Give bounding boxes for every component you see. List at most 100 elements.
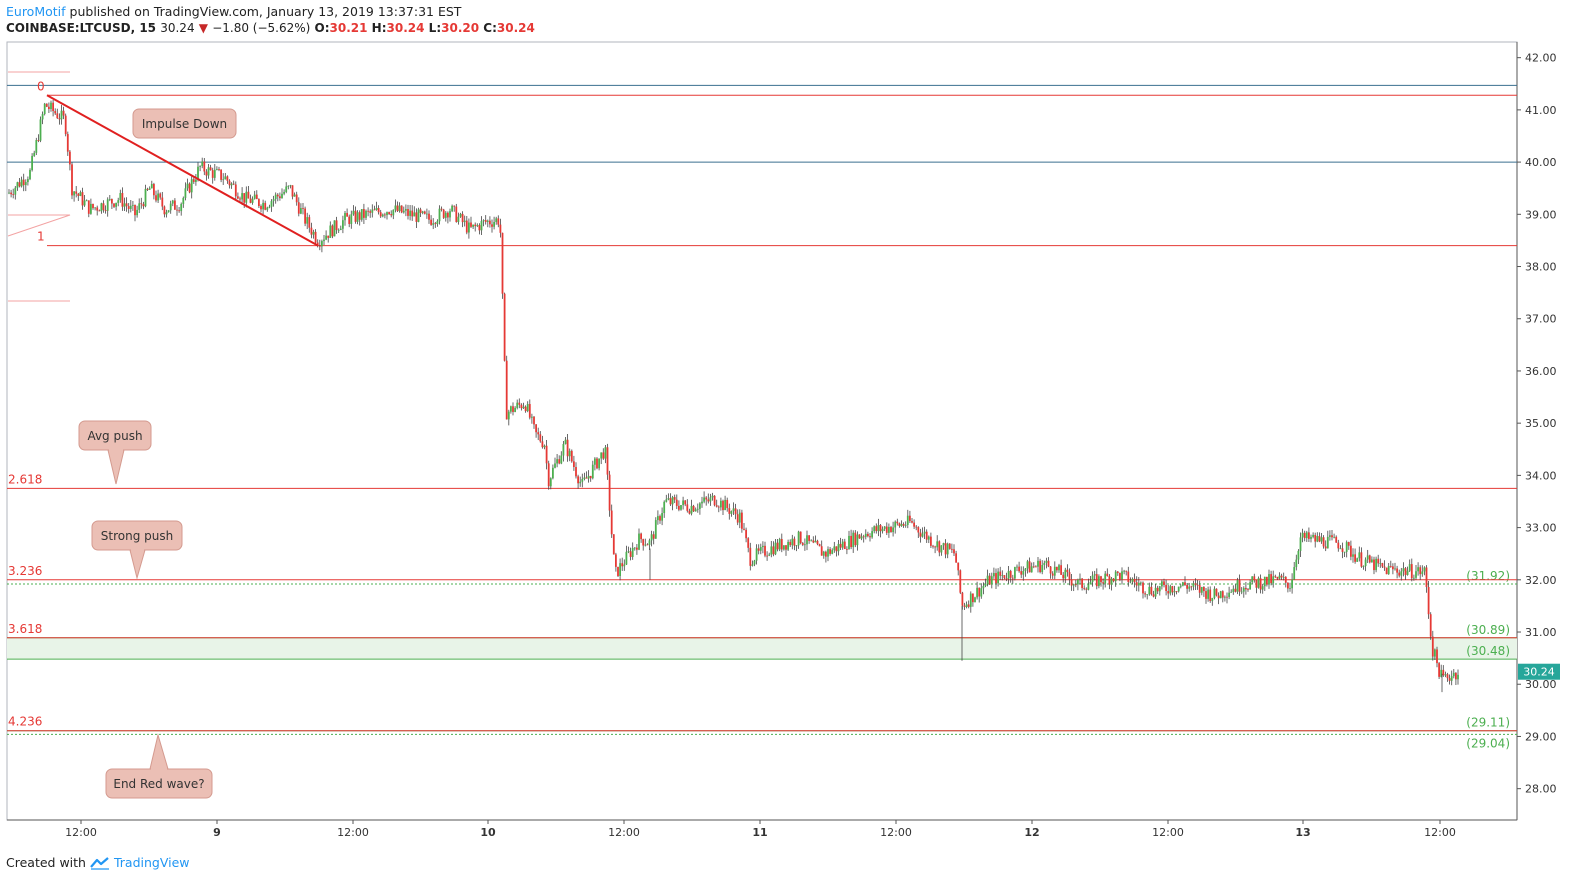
candle-body [783, 545, 785, 550]
candle-body [953, 549, 955, 554]
candle-body [1287, 582, 1289, 589]
candle-body [390, 214, 393, 216]
candle-body [384, 214, 386, 216]
candle-body [346, 212, 348, 217]
candle-body [1383, 566, 1386, 568]
candle-body [1083, 587, 1086, 589]
candle-body [73, 191, 75, 196]
candle-body [948, 543, 951, 549]
candle-body [1339, 548, 1342, 550]
candle-body [1102, 582, 1104, 584]
candle-body [780, 539, 783, 550]
candle-body [806, 535, 808, 545]
candle-body [266, 207, 269, 210]
candle-body [804, 544, 806, 546]
candle-body [1150, 586, 1153, 595]
candle-body [894, 521, 897, 528]
candle-body [1024, 568, 1027, 571]
candle-body [430, 219, 432, 225]
candle-body [1125, 570, 1128, 572]
candle-body [713, 495, 716, 506]
candle-body [29, 170, 31, 180]
candle-body [1366, 555, 1369, 560]
candle-body [249, 198, 252, 203]
candle-body [741, 512, 743, 529]
candle-body [772, 546, 775, 555]
candle-body [1251, 576, 1254, 583]
candle-body [258, 199, 260, 206]
candle-body [444, 212, 447, 218]
candle-body [1446, 674, 1449, 679]
candle-body [898, 523, 901, 527]
candle-body [58, 118, 61, 120]
candle-body [1442, 669, 1445, 676]
candle-body [848, 535, 850, 550]
candle-body [686, 504, 689, 511]
candle-body [268, 206, 271, 208]
candle-body [333, 220, 336, 237]
candle-body [92, 203, 94, 209]
candle-body [549, 478, 552, 487]
author-name[interactable]: EuroMotif [6, 4, 66, 19]
candle-body [184, 188, 187, 198]
candle-body [405, 209, 407, 211]
candle-body [1400, 571, 1403, 576]
candle-body [69, 151, 71, 165]
candle-body [965, 604, 968, 607]
tradingview-logo-icon[interactable] [90, 856, 110, 870]
candle-body [969, 593, 972, 607]
candle-body [1108, 576, 1111, 585]
candle-body [789, 541, 792, 546]
candle-body [1308, 532, 1310, 539]
candle-body [951, 548, 953, 550]
candle-body [1352, 554, 1354, 557]
candle-body [696, 508, 699, 510]
candle-body [533, 416, 535, 425]
candle-body [438, 208, 441, 222]
candle-body [1003, 575, 1006, 579]
candle-body [20, 179, 23, 187]
candle-body [394, 205, 397, 210]
candle-body [715, 505, 718, 507]
candle-body [890, 526, 892, 533]
candle-body [381, 214, 384, 217]
price-tick-label: 36.00 [1525, 365, 1557, 378]
candle-body [1278, 575, 1281, 579]
candle-body [911, 521, 913, 523]
candle-body [961, 592, 964, 606]
low-label: L: [428, 21, 442, 35]
candle-body [176, 209, 178, 211]
candle-body [222, 179, 225, 181]
tradingview-brand[interactable]: TradingView [113, 855, 190, 870]
candle-body [936, 541, 939, 548]
candle-body [1242, 587, 1245, 592]
candle-body [216, 169, 218, 170]
candle-body [1152, 594, 1155, 597]
price-chart[interactable]: 42.00 41.00 40.00 39.00 38.00 37.00 36.00 35.00… [0, 0, 1588, 850]
candle-body [1215, 588, 1218, 596]
candle-body [1305, 532, 1308, 539]
candle-body [875, 526, 878, 532]
candle-body [329, 225, 332, 238]
candle-body [852, 532, 855, 548]
candle-body [636, 547, 638, 550]
candle-body [701, 501, 703, 504]
candle-body [209, 167, 212, 171]
candle-body [297, 202, 300, 214]
candle-body [1293, 567, 1296, 580]
candle-body [1318, 536, 1321, 542]
candle-body [1417, 567, 1419, 572]
candle-body [734, 508, 737, 515]
candle-body [1301, 532, 1304, 538]
candle-body [1236, 580, 1239, 592]
price-tick-label: 37.00 [1525, 313, 1557, 326]
candle-body [1173, 591, 1176, 593]
candle-body [1077, 579, 1079, 585]
candle-body [764, 545, 766, 556]
candle-body [207, 167, 210, 176]
last-price-marker [1518, 663, 1560, 680]
candle-body [885, 526, 888, 533]
candle-body [33, 152, 36, 156]
candle-body [1064, 569, 1067, 579]
candle-body [1448, 678, 1451, 681]
